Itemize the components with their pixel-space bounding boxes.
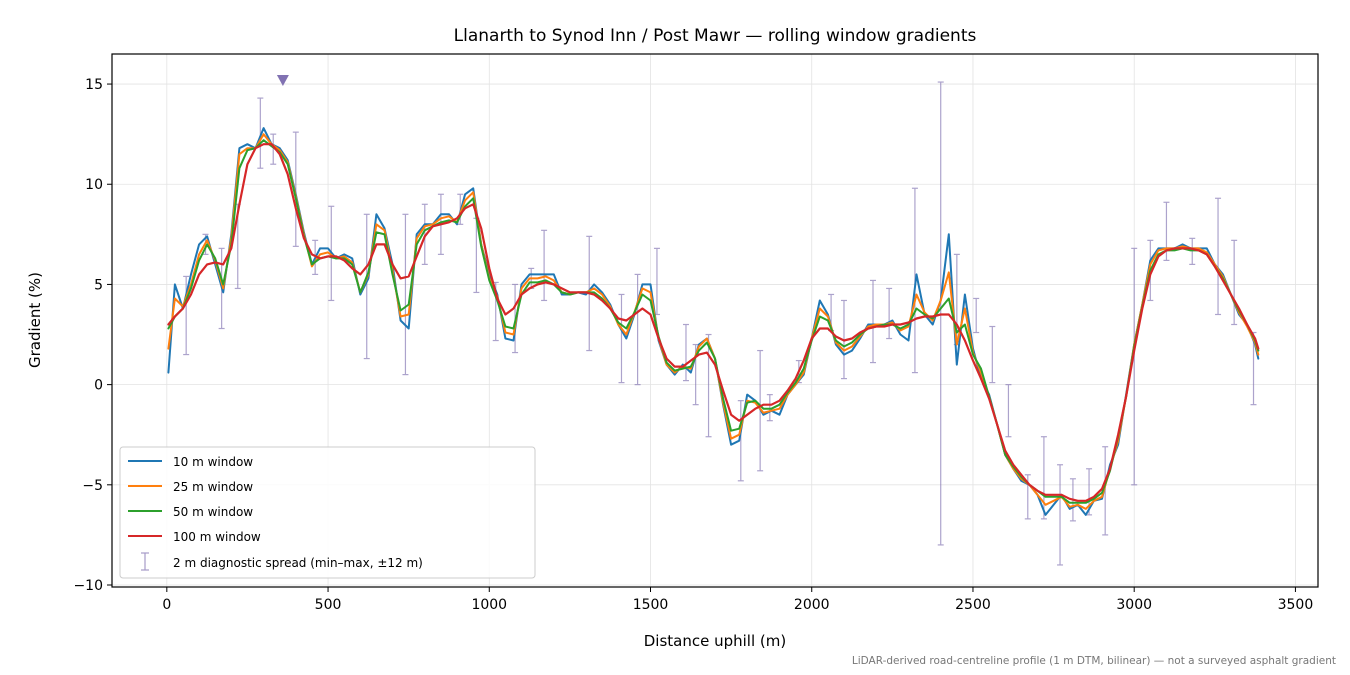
- legend-swatch-errorbar: [141, 552, 149, 571]
- errorbar: [402, 213, 409, 376]
- errorbar: [1231, 239, 1238, 326]
- errorbar: [737, 400, 744, 482]
- errorbar: [541, 229, 548, 302]
- legend-label-errorbar: 2 m diagnostic spread (min–max, ±12 m): [173, 556, 423, 570]
- legend-label-100m: 100 m window: [173, 530, 261, 544]
- errorbar: [870, 279, 877, 364]
- errorbar: [1102, 446, 1109, 536]
- y-tick-label: −10: [73, 578, 103, 594]
- grid-lines: [112, 54, 1318, 587]
- errorbar: [618, 293, 625, 384]
- x-tick-label: 0: [162, 597, 171, 613]
- footnote: LiDAR-derived road-centreline profile (1…: [852, 655, 1336, 667]
- legend-label-10m: 10 m window: [173, 455, 253, 469]
- series-layer: [167, 127, 1260, 516]
- legend-label-25m: 25 m window: [173, 480, 253, 494]
- y-tick-label: 0: [94, 378, 103, 394]
- errorbar: [886, 287, 893, 340]
- errorbar: [1215, 197, 1222, 316]
- errorbar: [973, 297, 980, 334]
- errorbar: [183, 275, 190, 356]
- legend-label-50m: 50 m window: [173, 505, 253, 519]
- y-tick-label: −5: [82, 478, 103, 494]
- errorbar: [634, 273, 641, 386]
- x-tick-label: 1000: [471, 597, 507, 613]
- legend-box: [119, 446, 536, 579]
- marker-layer: [276, 75, 289, 87]
- x-tick-label: 3500: [1278, 597, 1314, 613]
- series-line-3: [167, 139, 1260, 504]
- x-tick-label: 2000: [794, 597, 830, 613]
- errorbar: [421, 203, 428, 265]
- y-tick-label: 15: [85, 77, 103, 93]
- errorbar: [766, 394, 773, 422]
- errorbar: [292, 131, 299, 247]
- x-tick-label: 1500: [633, 597, 669, 613]
- y-tick-label: 10: [85, 177, 103, 193]
- errorbar: [682, 323, 689, 382]
- x-tick-label: 500: [315, 597, 342, 613]
- errorbar: [989, 325, 996, 384]
- peak-marker: [276, 75, 289, 87]
- x-axis-ticks: 0 500 1000 1500 2000 2500 3000 3500: [162, 587, 1313, 613]
- y-axis-ticks: −10 −5 0 5 10 15: [73, 77, 112, 594]
- legend: 10 m window 25 m window 50 m window 100 …: [119, 446, 536, 579]
- y-tick-label: 5: [94, 277, 103, 293]
- errorbar: [653, 247, 660, 316]
- x-tick-label: 2500: [955, 597, 991, 613]
- y-axis-label: Gradient (%): [26, 272, 44, 368]
- errorbar: [1005, 384, 1012, 438]
- chart-title: Llanarth to Synod Inn / Post Mawr — roll…: [454, 26, 977, 46]
- plot-frame: [111, 53, 1319, 588]
- errorbar: [705, 333, 712, 438]
- errorbar: [1086, 468, 1093, 516]
- errorbar: [1131, 247, 1138, 486]
- series-line-4: [167, 143, 1260, 502]
- errorbar: [1057, 464, 1064, 566]
- errorbar: [257, 97, 264, 169]
- errorbar: [270, 133, 277, 165]
- x-axis-label: Distance uphill (m): [644, 632, 786, 650]
- x-tick-label: 3000: [1116, 597, 1152, 613]
- errorbar: [1040, 436, 1047, 520]
- errorbar: [363, 213, 370, 360]
